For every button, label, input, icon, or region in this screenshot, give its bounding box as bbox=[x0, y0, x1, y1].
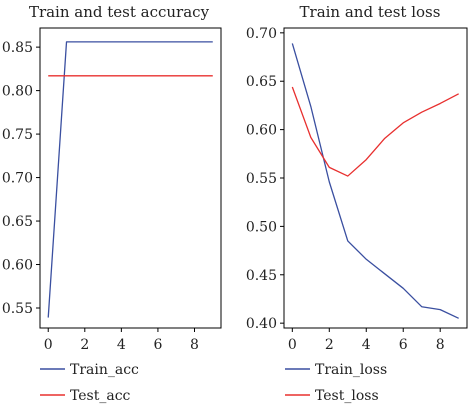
x-tick-label: 2 bbox=[325, 337, 334, 353]
x-tick-label: 0 bbox=[288, 337, 297, 353]
plot-frame bbox=[39, 27, 222, 329]
y-tick-label: 0.65 bbox=[246, 74, 277, 90]
y-tick-label: 0.60 bbox=[246, 123, 277, 139]
y-tick-label: 0.65 bbox=[2, 214, 33, 230]
series-line-train-acc bbox=[47, 41, 213, 318]
x-tick-label: 4 bbox=[362, 337, 371, 353]
legend: Train_loss Test_loss bbox=[285, 362, 387, 404]
y-tick-label: 0.70 bbox=[2, 171, 33, 187]
x-tick-label: 4 bbox=[117, 337, 126, 353]
x-tick-label: 6 bbox=[399, 337, 408, 353]
x-tick-label: 0 bbox=[44, 337, 53, 353]
y-tick-label: 0.45 bbox=[246, 268, 277, 284]
series-line-train-loss bbox=[291, 43, 459, 319]
y-tick-label: 0.70 bbox=[246, 26, 277, 42]
chart-title: Train and test loss bbox=[300, 3, 441, 21]
legend-label: Train_acc bbox=[70, 362, 139, 378]
y-tick-label: 0.55 bbox=[2, 301, 33, 317]
legend-label: Test_loss bbox=[315, 388, 379, 404]
x-tick-label: 8 bbox=[190, 337, 199, 353]
chart-panel-1: Train and test accuracy 0.55 0.60 0.65 0.70 0… bbox=[2, 3, 222, 404]
y-tick-label: 0.40 bbox=[246, 316, 277, 332]
y-tick-label: 0.50 bbox=[246, 219, 277, 235]
x-tick-label: 8 bbox=[436, 337, 445, 353]
x-tick-label: 2 bbox=[80, 337, 89, 353]
y-tick-label: 0.55 bbox=[246, 171, 277, 187]
legend: Train_acc Test_acc bbox=[40, 362, 139, 404]
plot-frame bbox=[283, 27, 468, 329]
y-tick-label: 0.75 bbox=[2, 127, 33, 143]
legend-label: Train_loss bbox=[315, 362, 387, 378]
chart-title: Train and test accuracy bbox=[29, 3, 210, 21]
x-tick-label: 6 bbox=[153, 337, 162, 353]
chart-panel-2: Train and test loss 0.40 0.45 0.50 0.55 0.60 0… bbox=[246, 3, 468, 404]
legend-label: Test_acc bbox=[70, 388, 131, 404]
series-line-test-loss bbox=[291, 86, 459, 177]
y-tick-label: 0.60 bbox=[2, 258, 33, 274]
y-tick-label: 0.80 bbox=[2, 84, 33, 100]
y-tick-label: 0.85 bbox=[2, 40, 33, 56]
